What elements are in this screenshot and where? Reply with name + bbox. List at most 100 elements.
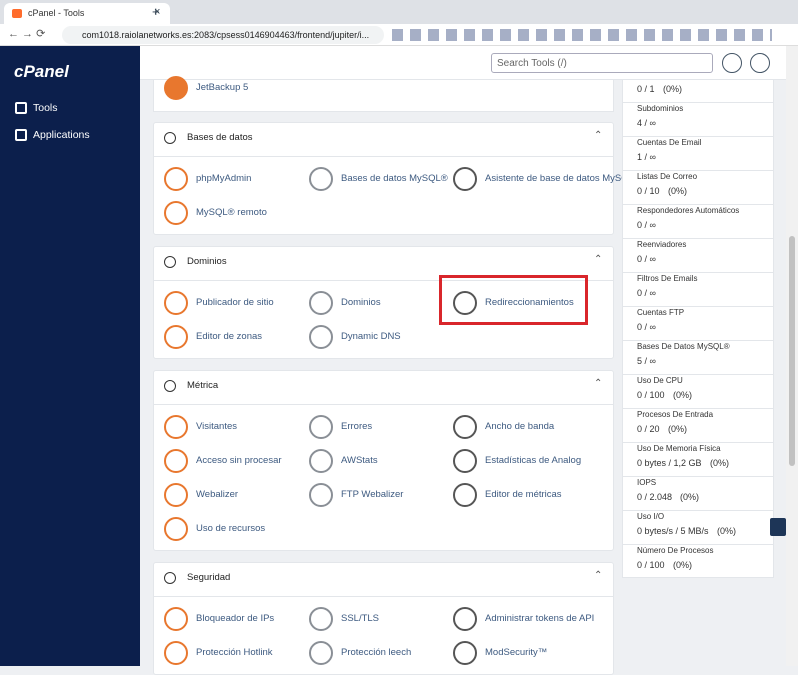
tool-link[interactable]: FTP Webalizer [341, 489, 404, 500]
stat-value: 0 / ∞ [637, 254, 656, 264]
stat-label: Listas De Correo [637, 172, 698, 181]
address-bar: ← → ⟳ com1018.raiolanetworks.es:2083/cps… [0, 24, 798, 46]
stat-divider [623, 136, 773, 137]
tool-link[interactable]: ModSecurity™ [485, 647, 548, 658]
sidebar-icon [15, 129, 27, 141]
url-box[interactable]: com1018.raiolanetworks.es:2083/cpsess014… [62, 26, 384, 44]
tool-link[interactable]: Protección Hotlink [196, 647, 273, 658]
section-title[interactable]: Dominios [187, 256, 227, 267]
tool-icon [309, 641, 333, 665]
tool-link[interactable]: Errores [341, 421, 373, 432]
tool-link[interactable]: Administrar tokens de API [485, 613, 595, 624]
chart-button[interactable] [770, 518, 786, 536]
tool-link[interactable]: Publicador de sitio [196, 297, 274, 308]
tool-link[interactable]: Uso de recursos [196, 523, 266, 534]
card: JetBackup 5 [153, 76, 614, 112]
tool-icon [453, 167, 477, 191]
stat-value: 0 bytes/s / 5 MB/s [637, 526, 709, 536]
tab-close[interactable]: × [154, 6, 161, 18]
section-icon [164, 572, 176, 584]
stat-divider [623, 510, 773, 511]
tool-icon [164, 517, 188, 541]
collapse-toggle[interactable]: ⌃ [594, 378, 603, 389]
top-header: Search Tools (/) [140, 46, 786, 80]
stat-percent: (0%) [673, 390, 693, 400]
tool-link[interactable]: Redireccionamientos [485, 297, 574, 308]
tool-icon [309, 325, 333, 349]
tool-link[interactable]: Bases de datos MySQL® [341, 173, 448, 184]
sidebar-item[interactable]: Tools [33, 102, 58, 114]
stat-divider [623, 374, 773, 375]
tool-icon [453, 483, 477, 507]
stat-divider [623, 204, 773, 205]
tool-link[interactable]: JetBackup 5 [196, 82, 249, 93]
collapse-toggle[interactable]: ⌃ [594, 254, 603, 265]
stat-value: 0 / 1 [637, 84, 655, 94]
stat-percent: (0%) [663, 84, 683, 94]
section-title[interactable]: Seguridad [187, 572, 231, 583]
tool-icon [309, 483, 333, 507]
stat-value: 5 / ∞ [637, 356, 656, 366]
tool-icon [164, 167, 188, 191]
stat-divider [623, 544, 773, 545]
tool-link[interactable]: phpMyAdmin [196, 173, 252, 184]
tool-link[interactable]: Editor de zonas [196, 331, 263, 342]
section-title[interactable]: Bases de datos [187, 132, 253, 143]
search-box[interactable]: Search Tools (/) [491, 53, 713, 73]
collapse-toggle[interactable]: ⌃ [594, 130, 603, 141]
tool-icon [164, 641, 188, 665]
tool-link[interactable]: Editor de métricas [485, 489, 562, 500]
new-tab[interactable]: + [152, 4, 160, 19]
tool-link[interactable]: Visitantes [196, 421, 238, 432]
tool-link[interactable]: Acceso sin procesar [196, 455, 282, 466]
tool-link[interactable]: Dynamic DNS [341, 331, 401, 342]
user-menu[interactable] [750, 53, 770, 73]
section-icon [164, 132, 176, 144]
stat-divider [623, 476, 773, 477]
stat-label: Filtros De Emails [637, 274, 698, 283]
scrollbar [786, 46, 798, 666]
tool-link[interactable]: Protección leech [341, 647, 412, 658]
scroll-thumb[interactable] [789, 236, 795, 466]
tool-link[interactable]: Asistente de base de datos MySQL® [485, 173, 641, 184]
nav-buttons[interactable]: ← → ⟳ [8, 28, 46, 40]
logo[interactable]: cPanel [14, 62, 69, 81]
tool-link[interactable]: Dominios [341, 297, 381, 308]
tool-icon [164, 76, 188, 100]
stat-value: 1 / ∞ [637, 152, 656, 162]
stat-label: Uso I/O [637, 512, 665, 521]
stat-divider [623, 170, 773, 171]
collapse-toggle[interactable]: ⌃ [594, 570, 603, 581]
tool-icon [164, 483, 188, 507]
section-title[interactable]: Métrica [187, 380, 219, 391]
stat-label: Cuentas De Email [637, 138, 702, 147]
stat-value: 0 bytes / 1,2 GB [637, 458, 702, 468]
tool-icon [309, 167, 333, 191]
tool-icon [453, 607, 477, 631]
tool-icon [453, 415, 477, 439]
stat-value: 0 / 20 [637, 424, 660, 434]
stat-percent: (0%) [710, 458, 730, 468]
sidebar-item[interactable]: Applications [33, 129, 90, 141]
stat-label: Bases De Datos MySQL® [637, 342, 730, 351]
tool-link[interactable]: SSL/TLS [341, 613, 380, 624]
tool-link[interactable]: MySQL® remoto [196, 207, 267, 218]
tool-icon [453, 291, 477, 315]
stat-value: 0 / 100 [637, 560, 665, 570]
stat-label: Uso De CPU [637, 376, 683, 385]
tab[interactable]: cPanel - Tools × [4, 3, 170, 24]
tool-link[interactable]: Webalizer [196, 489, 239, 500]
tool-link[interactable]: Ancho de banda [485, 421, 555, 432]
stat-percent: (0%) [673, 560, 693, 570]
stats-panel: 0 / 1 (0%) Subdominios 4 / ∞ Cuentas De Emai… [622, 80, 774, 578]
tool-link[interactable]: Estadísticas de Analog [485, 455, 582, 466]
tool-link[interactable]: AWStats [341, 455, 378, 466]
tool-icon [309, 291, 333, 315]
tool-icon [164, 291, 188, 315]
stat-label: Respondedores Automáticos [637, 206, 740, 215]
tool-icon [309, 415, 333, 439]
tool-icon [164, 201, 188, 225]
stat-value: 0 / 10 [637, 186, 660, 196]
notifications[interactable] [722, 53, 742, 73]
tool-link[interactable]: Bloqueador de IPs [196, 613, 275, 624]
